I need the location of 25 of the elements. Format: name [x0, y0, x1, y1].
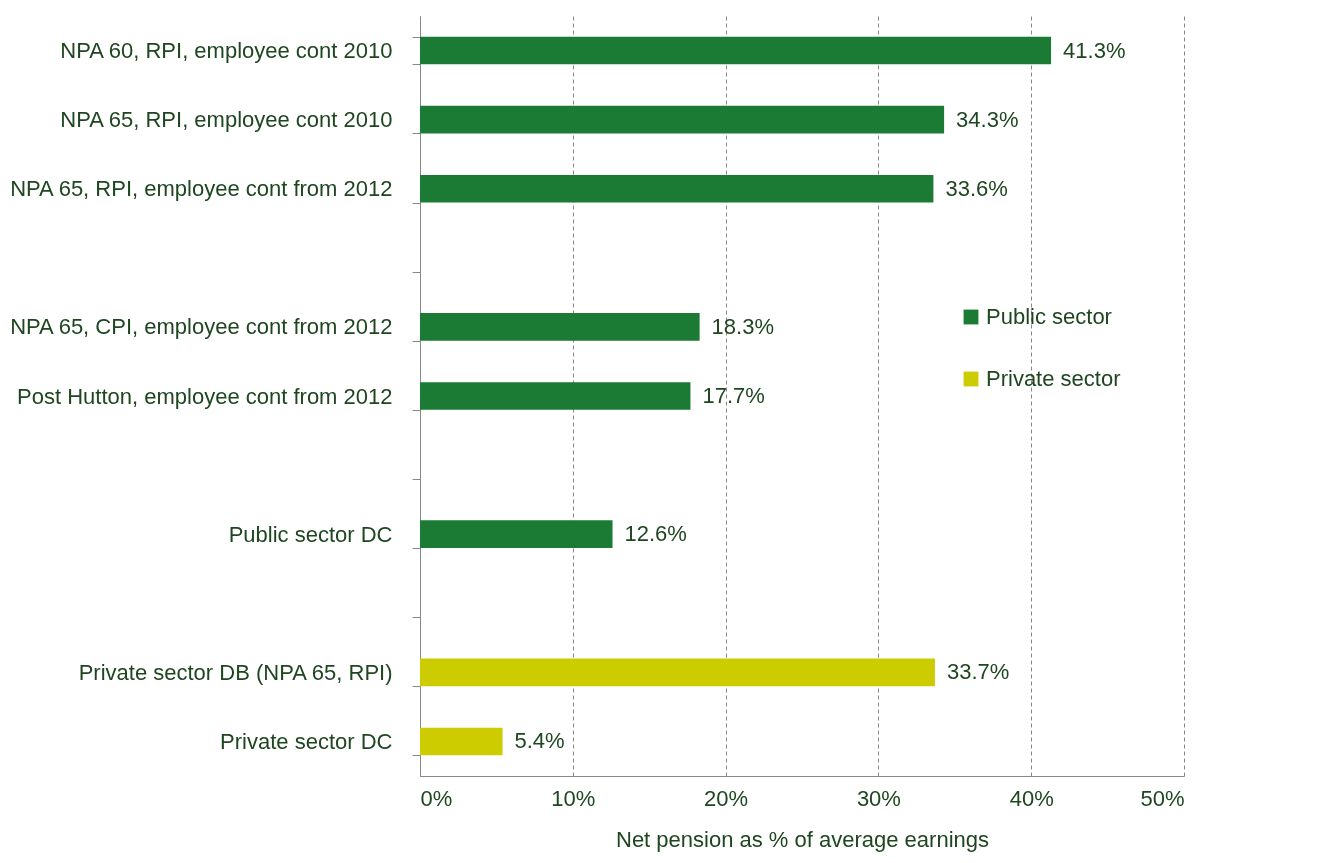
- x-tick-label: 10%: [551, 785, 596, 811]
- y-tick-label: Post Hutton, employee cont from 2012: [17, 383, 393, 409]
- y-tick-label: NPA 65, CPI, employee cont from 2012: [10, 314, 393, 340]
- y-tick-label: Private sector DB (NPA 65, RPI): [78, 659, 393, 685]
- x-axis-title: Net pension as % of average earnings: [615, 826, 990, 852]
- data-label: 33.7%: [946, 659, 1010, 685]
- y-tick-label: NPA 65, RPI, employee cont from 2012: [10, 176, 393, 202]
- legend-label: Private sector: [986, 366, 1121, 391]
- y-tick-label: NPA 60, RPI, employee cont 2010: [60, 38, 393, 64]
- data-label: 5.4%: [514, 728, 565, 754]
- y-tick-label: NPA 65, RPI, employee cont 2010: [60, 107, 393, 133]
- data-label: 18.3%: [711, 313, 775, 339]
- data-label: 34.3%: [956, 106, 1019, 132]
- x-tick-label: 20%: [704, 785, 749, 811]
- y-tick-label: Public sector DC: [228, 521, 393, 547]
- data-label: 17.7%: [702, 383, 765, 408]
- data-label: 12.6%: [624, 521, 687, 547]
- legend-label: Public sector: [986, 304, 1112, 329]
- x-tick-label: 0%: [420, 785, 453, 811]
- x-tick-label: 40%: [1009, 785, 1054, 811]
- data-label: 41.3%: [1063, 37, 1126, 63]
- y-tick-label: Private sector DC: [220, 728, 393, 754]
- x-tick-label: 50%: [1140, 785, 1185, 811]
- x-tick-label: 30%: [856, 785, 901, 811]
- data-label: 33.6%: [945, 175, 1008, 201]
